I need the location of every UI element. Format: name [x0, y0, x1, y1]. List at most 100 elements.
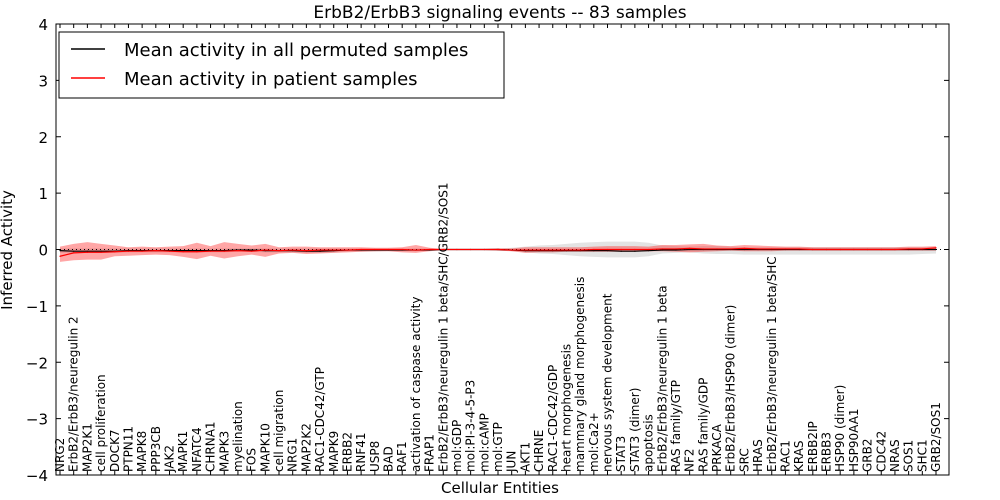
- x-tick-label: mol:cAMP: [477, 413, 491, 472]
- legend-label-permuted: Mean activity in all permuted samples: [124, 40, 468, 61]
- x-tick-label: nervous system development: [601, 293, 615, 472]
- x-tick-label: MAP2K2: [299, 423, 313, 472]
- x-tick-label: RAC1-CDC42/GDP: [546, 365, 560, 472]
- x-tick-label: HSP90 (dimer): [833, 385, 847, 472]
- x-tick-label: SHC1: [915, 439, 929, 472]
- data-point: [251, 250, 253, 252]
- legend-box: [58, 31, 505, 99]
- data-point: [689, 247, 691, 249]
- x-tick-label: HSP90AA1: [847, 408, 861, 472]
- y-tick-label: −1: [26, 298, 48, 316]
- data-point: [647, 250, 650, 252]
- data-point: [305, 250, 307, 252]
- x-tick-label: MAPK8: [135, 431, 149, 472]
- x-tick-label: JAK2: [163, 445, 177, 473]
- x-tick-label: mol:PI-3-4-5-P3: [464, 380, 478, 472]
- data-point: [470, 248, 472, 251]
- data-point: [935, 247, 937, 249]
- x-tick-label: MAPK10: [258, 423, 272, 472]
- x-tick-label: GRB2/SOS1: [929, 402, 943, 472]
- data-point: [757, 248, 759, 250]
- x-tick-label: AKT1: [518, 442, 532, 472]
- data-point: [114, 251, 116, 253]
- data-point: [428, 248, 431, 251]
- data-point: [182, 250, 184, 252]
- x-tick-label: RAF1: [395, 441, 409, 472]
- x-tick-label: STAT3: [614, 436, 628, 472]
- data-point: [141, 250, 143, 252]
- data-point: [606, 248, 609, 251]
- data-point: [866, 248, 869, 251]
- x-tick-label: RNF41: [354, 433, 368, 473]
- data-point: [661, 249, 663, 251]
- data-point: [689, 248, 691, 251]
- y-tick-label: −4: [26, 467, 48, 485]
- x-tick-label: NRAS: [888, 439, 902, 472]
- data-point: [196, 250, 198, 252]
- x-tick-label: DOCK7: [108, 429, 122, 472]
- data-point: [182, 251, 184, 253]
- x-tick-label: mol:GDP: [450, 420, 464, 472]
- data-point: [579, 249, 581, 251]
- y-tick-label: 3: [38, 72, 48, 90]
- data-point: [497, 248, 499, 251]
- x-tick-label: SRC: [737, 448, 751, 472]
- data-point: [565, 249, 568, 251]
- data-point: [921, 248, 923, 250]
- y-tick-label: −3: [26, 411, 48, 429]
- x-tick-label: RAS family/GDP: [696, 378, 710, 472]
- data-point: [360, 248, 362, 251]
- x-tick-label: ERBB3: [820, 432, 834, 472]
- band-patient-samples: [60, 242, 936, 262]
- x-tick-label: SOS1: [902, 440, 916, 472]
- data-point: [100, 251, 102, 253]
- x-tick-label: ErbB2/ErbB3/HSP90 (dimer): [724, 305, 738, 472]
- data-point: [538, 249, 540, 251]
- x-tick-label: PTPN11: [121, 426, 135, 472]
- data-point: [483, 248, 485, 251]
- data-point: [825, 248, 828, 251]
- data-point: [155, 250, 157, 252]
- data-point: [798, 248, 800, 250]
- x-tick-label: NRG1: [286, 438, 300, 472]
- data-point: [100, 250, 102, 252]
- data-point: [743, 247, 745, 249]
- data-point: [168, 250, 171, 252]
- x-tick-label: MAP2K1: [80, 423, 94, 472]
- x-tick-label: cell migration: [272, 390, 286, 472]
- x-tick-label: ErbB2/ErbB3/neuregulin 1 beta/SHC: [765, 256, 779, 472]
- x-tick-label: ErbB2/ErbB3/neuregulin 2: [67, 316, 81, 472]
- x-tick-label: STAT3 (dimer): [628, 388, 642, 472]
- data-point: [839, 248, 841, 251]
- data-point: [456, 248, 458, 251]
- data-point: [524, 249, 526, 251]
- x-tick-label: RAS family/GTP: [669, 380, 683, 472]
- x-tick-label: RAC1-CDC42/GTP: [313, 367, 327, 472]
- category-labels: NRG2 ErbB2/ErbB3/neuregulin 2 MAP2K1 cell p…: [53, 182, 943, 473]
- data-point: [634, 250, 636, 252]
- data-point: [593, 250, 595, 252]
- legend: Mean activity in all permuted samples Me…: [58, 31, 505, 99]
- data-point: [647, 248, 650, 251]
- data-point: [374, 248, 376, 251]
- x-tick-label: CHRNA1: [204, 421, 218, 472]
- x-tick-label: NFATC4: [190, 427, 204, 472]
- x-tick-label: ERBB2: [340, 432, 354, 472]
- x-tick-label: USP8: [368, 441, 382, 472]
- data-point: [675, 249, 677, 251]
- data-point: [442, 248, 444, 251]
- x-tick-label: mol:Ca2+: [587, 412, 601, 472]
- x-tick-label: FOS: [245, 448, 259, 472]
- data-point: [264, 249, 266, 251]
- x-tick-label: mammary gland morphogenesis: [573, 277, 587, 472]
- x-tick-label: CDC42: [874, 431, 888, 472]
- data-point: [634, 248, 636, 251]
- x-tick-label: BAD: [382, 446, 396, 472]
- y-tick-label: 2: [38, 129, 48, 147]
- chart-title: ErbB2/ErbB3 signaling events -- 83 sampl…: [313, 3, 686, 23]
- data-point: [812, 248, 814, 251]
- data-point: [853, 248, 855, 251]
- x-tick-label: ErbB2/ErbB3/neuregulin 1 beta/SHC/GRB2/S…: [436, 182, 450, 472]
- x-tick-label: CHRNE: [532, 430, 546, 472]
- data-point: [894, 248, 896, 251]
